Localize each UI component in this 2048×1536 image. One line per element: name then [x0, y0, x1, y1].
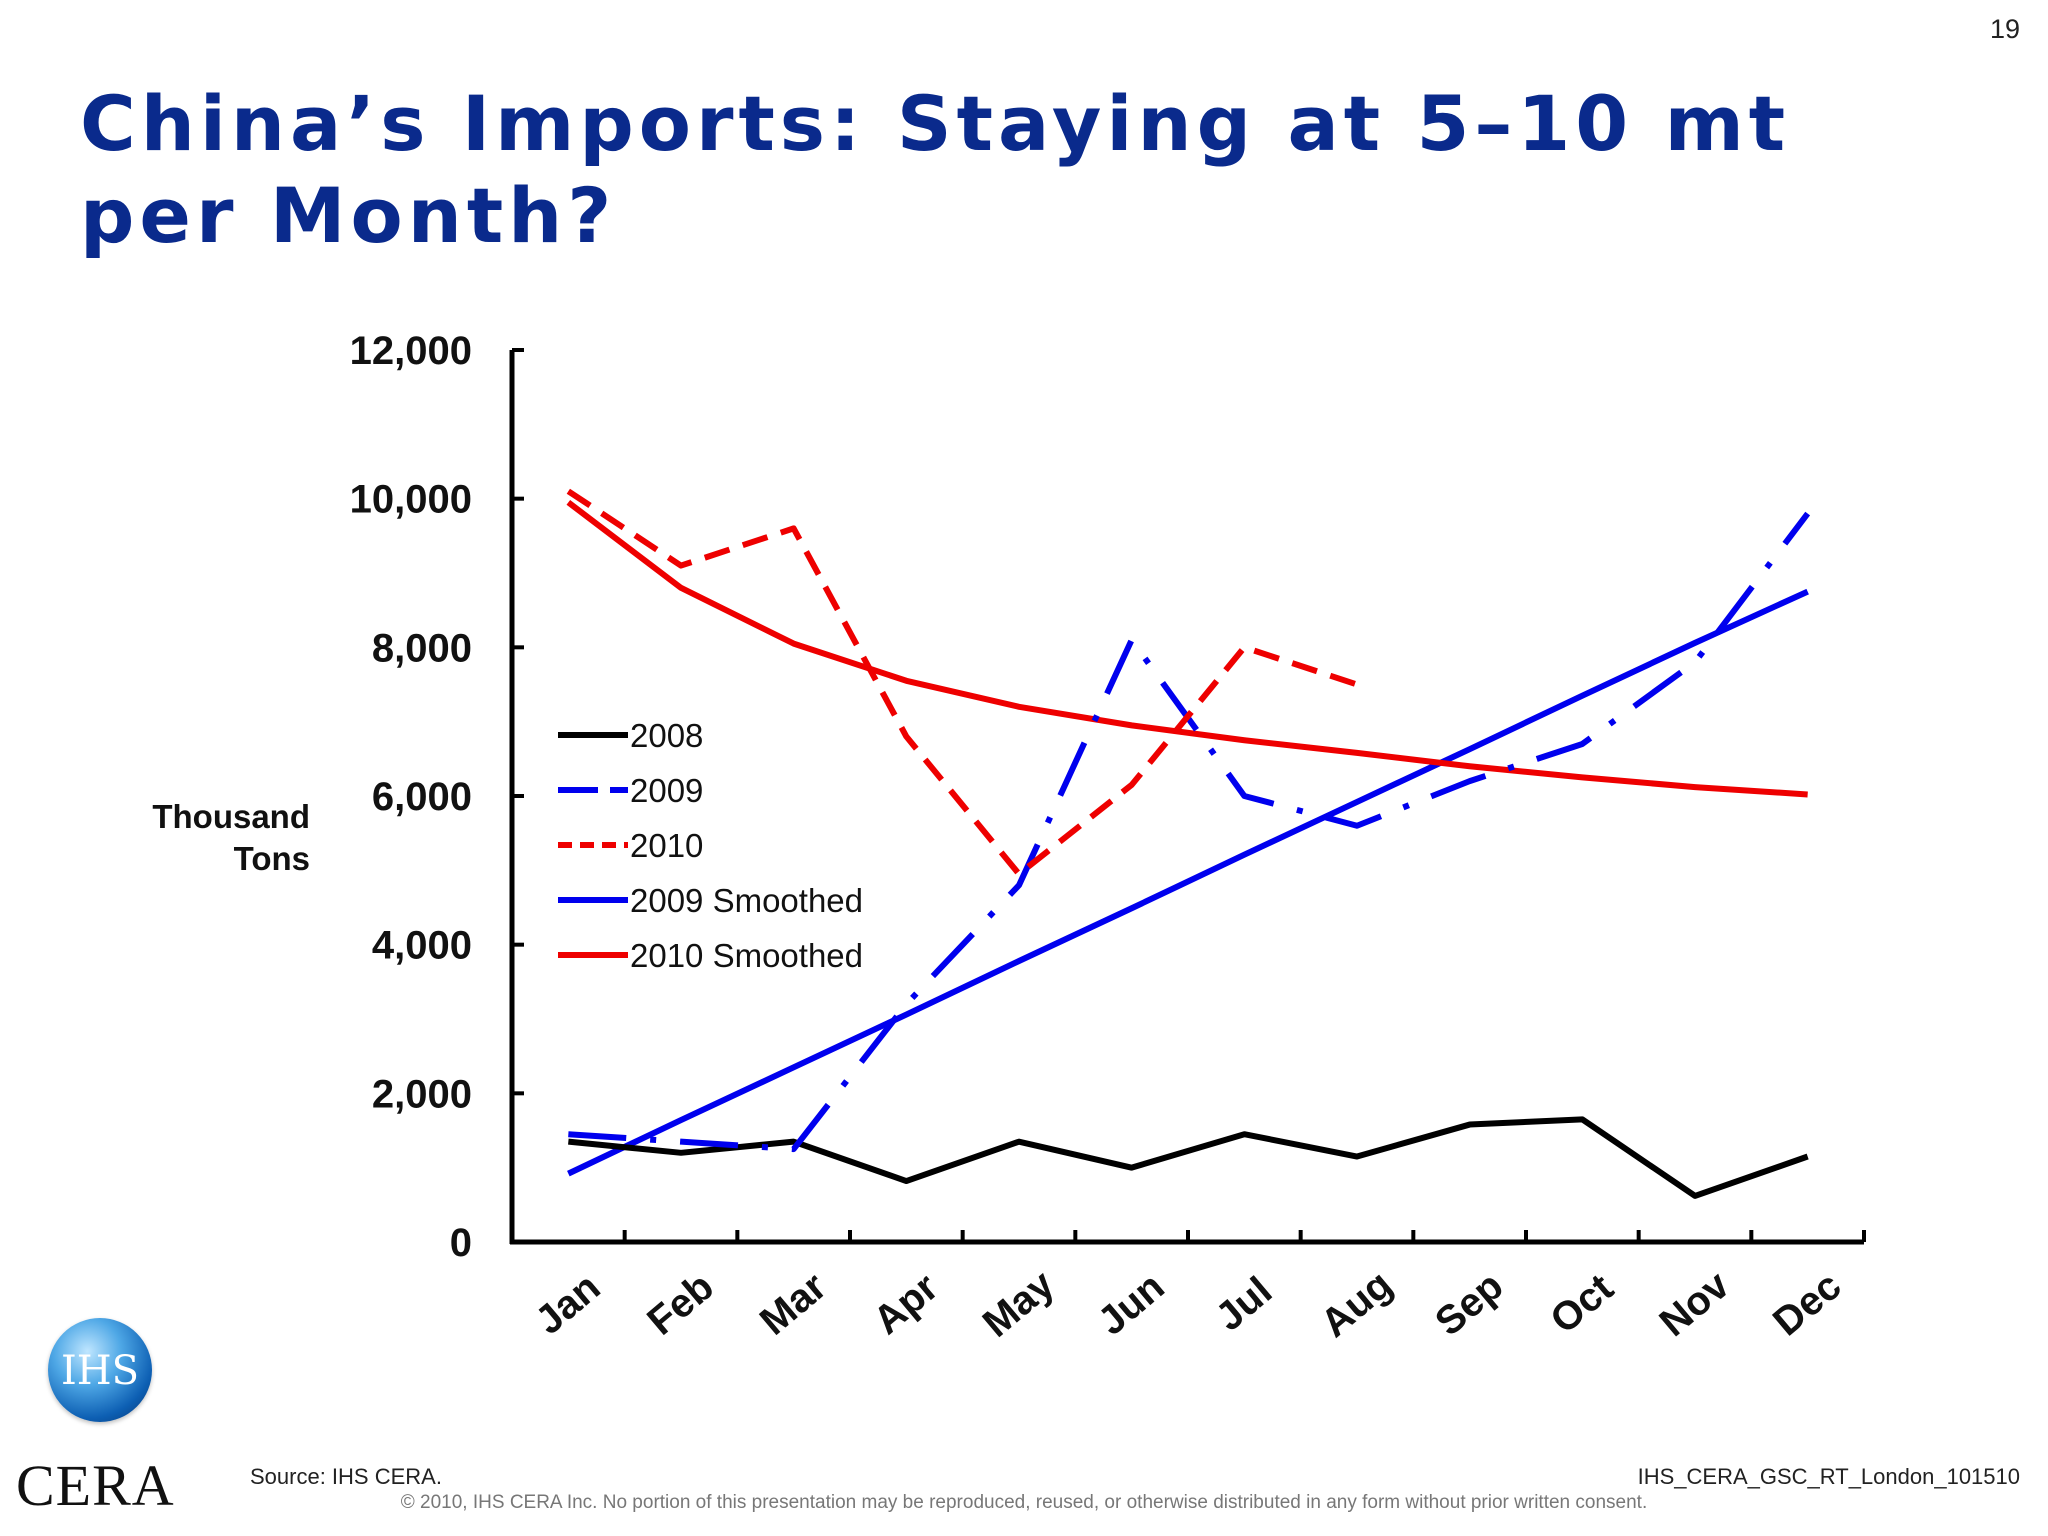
x-tick-label: Feb — [639, 1264, 722, 1343]
series-line — [567, 588, 1809, 1177]
x-tick-label: Mar — [752, 1264, 835, 1343]
y-tick-label: 4,000 — [372, 924, 472, 968]
cera-logo: CERA — [16, 1453, 175, 1518]
series-line — [568, 1116, 1809, 1199]
x-tick-label: Nov — [1652, 1262, 1739, 1345]
copyright-notice: © 2010, IHS CERA Inc. No portion of this… — [400, 1492, 1648, 1513]
x-tick-label: Apr — [865, 1265, 946, 1343]
source-note: Source: IHS CERA. — [250, 1464, 442, 1489]
x-tick-label: May — [975, 1262, 1063, 1346]
legend-label: 2010 Smoothed — [630, 937, 863, 974]
series-line — [566, 499, 1808, 798]
legend-label: 2008 — [630, 717, 703, 754]
y-tick-label: 0 — [450, 1221, 472, 1265]
x-tick-label: Sep — [1427, 1264, 1511, 1345]
y-tick-label: 8,000 — [372, 626, 472, 670]
x-tick-label: Oct — [1542, 1266, 1621, 1343]
chart-axes — [509, 350, 1864, 1245]
y-tick-label: 6,000 — [372, 775, 472, 819]
y-tick-label: 12,000 — [350, 329, 472, 373]
series-line — [566, 488, 1358, 878]
chart-legend: 2008 2009 2010 2009 Smoothed 2010 Smoothed — [558, 717, 863, 974]
document-id: IHS_CERA_GSC_RT_London_101510 — [1637, 1464, 2020, 1489]
x-tick-label: Jun — [1090, 1264, 1173, 1343]
series-line — [568, 511, 1811, 1153]
y-axis-ticks: 0 2,000 4,000 6,000 8,000 10,000 12,000 — [350, 329, 524, 1265]
x-tick-label: Aug — [1313, 1262, 1401, 1346]
page-number: 19 — [1989, 14, 2020, 44]
legend-label: 2009 Smoothed — [630, 882, 863, 919]
chart-series — [566, 488, 1811, 1199]
y-tick-label: 2,000 — [372, 1072, 472, 1116]
x-tick-label: Jul — [1208, 1269, 1281, 1340]
slide-title: China’s Imports: Staying at 5–10 mt per … — [80, 79, 1791, 260]
x-tick-label: Dec — [1765, 1264, 1850, 1345]
y-tick-label: 10,000 — [350, 478, 472, 522]
x-axis-ticks: Jan Feb Mar Apr May Jun Jul Aug Sep Oct Nov Dec — [527, 1230, 1866, 1346]
legend-label: 2010 — [630, 827, 703, 864]
ihs-logo: IHS — [48, 1318, 152, 1422]
legend-label: 2009 — [630, 772, 703, 809]
y-axis-unit-label: Thousand Tons — [152, 798, 310, 877]
x-tick-label: Jan — [527, 1265, 608, 1343]
